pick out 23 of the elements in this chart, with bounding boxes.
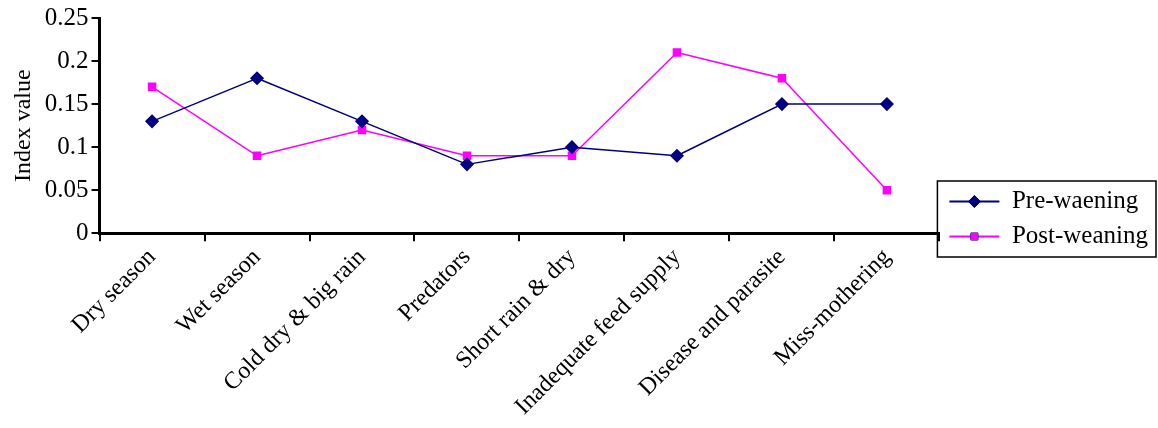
point xyxy=(462,151,472,161)
y-tick-label: 0.1 xyxy=(57,131,89,159)
point xyxy=(250,71,264,86)
point xyxy=(460,157,474,172)
y-tick-label: 0 xyxy=(76,217,89,245)
legend-label: Post-weaning xyxy=(1011,221,1149,249)
y-tick-label: 0.2 xyxy=(57,45,89,73)
point xyxy=(565,140,579,154)
point xyxy=(777,73,787,83)
point xyxy=(670,149,684,163)
point xyxy=(672,48,682,57)
y-tick-label: 0.05 xyxy=(44,174,89,202)
point xyxy=(775,97,789,111)
point xyxy=(355,114,369,129)
point xyxy=(882,185,892,195)
point xyxy=(880,97,894,111)
point xyxy=(145,114,159,129)
y-tick-label: 0.15 xyxy=(44,88,89,116)
point xyxy=(252,151,262,161)
y-axis-title: Index value xyxy=(8,69,35,182)
y-tick-label: 0.25 xyxy=(44,2,89,30)
point xyxy=(147,82,157,92)
legend-label: Pre-waening xyxy=(1011,186,1139,214)
